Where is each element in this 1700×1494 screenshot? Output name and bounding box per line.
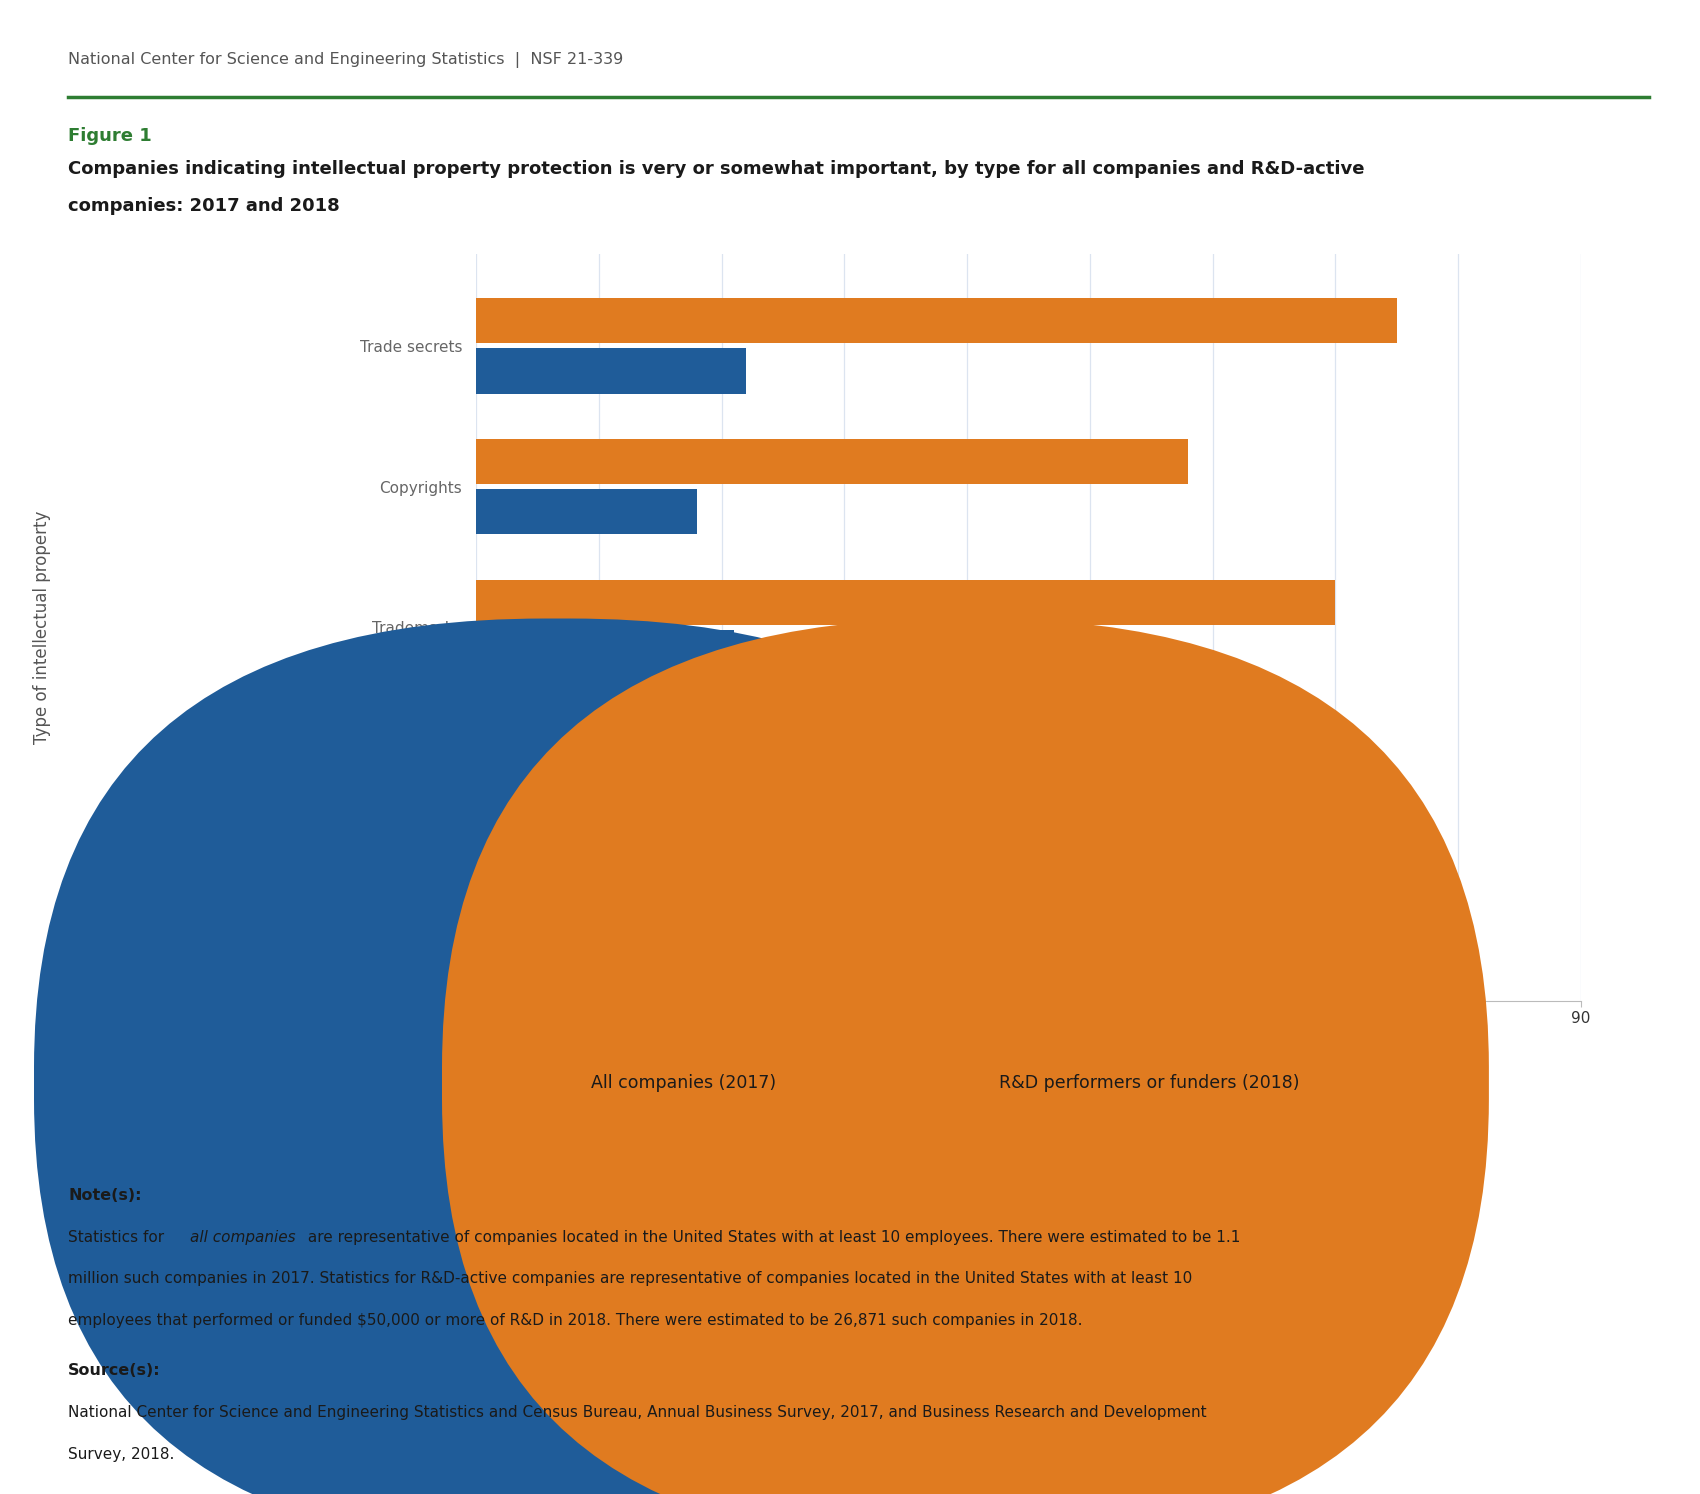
Text: Note(s):: Note(s): [68, 1188, 141, 1203]
Text: Statistics for: Statistics for [68, 1230, 168, 1245]
Bar [476, 771, 586, 816]
Text: million such companies in 2017. Statistics for R&D-active companies are represen: million such companies in 2017. Statisti… [68, 1271, 1192, 1286]
Text: Source(s):: Source(s): [68, 1364, 160, 1379]
Text: National Center for Science and Engineering Statistics and Census Bureau, Annual: National Center for Science and Engineer… [68, 1406, 1207, 1421]
Text: are representative of companies located in the United States with at least 10 em: are representative of companies located … [303, 1230, 1239, 1245]
Text: Survey, 2018.: Survey, 2018. [68, 1448, 175, 1463]
Text: Figure 1: Figure 1 [68, 127, 151, 145]
X-axis label: Percent: Percent [998, 1040, 1059, 1058]
Bar [476, 580, 1336, 624]
Text: R&D performers or funders (2018): R&D performers or funders (2018) [1000, 1074, 1300, 1092]
Text: employees that performed or funded $50,000 or more of R&D in 2018. There were es: employees that performed or funded $50,0… [68, 1313, 1083, 1328]
Text: Type of intellectual property: Type of intellectual property [34, 511, 51, 744]
Bar [476, 630, 734, 675]
Text: All companies (2017): All companies (2017) [592, 1074, 777, 1092]
Text: Companies indicating intellectual property protection is very or somewhat import: Companies indicating intellectual proper… [68, 160, 1365, 178]
Bar [476, 913, 586, 958]
Bar [476, 439, 1188, 484]
Bar [476, 348, 746, 393]
Text: all companies: all companies [190, 1230, 296, 1245]
Text: National Center for Science and Engineering Statistics  |  NSF 21-339: National Center for Science and Engineer… [68, 52, 624, 69]
Bar [476, 297, 1397, 342]
Bar [476, 490, 697, 535]
Text: companies: 2017 and 2018: companies: 2017 and 2018 [68, 197, 340, 215]
Bar [476, 720, 1017, 765]
Bar [476, 862, 1090, 907]
